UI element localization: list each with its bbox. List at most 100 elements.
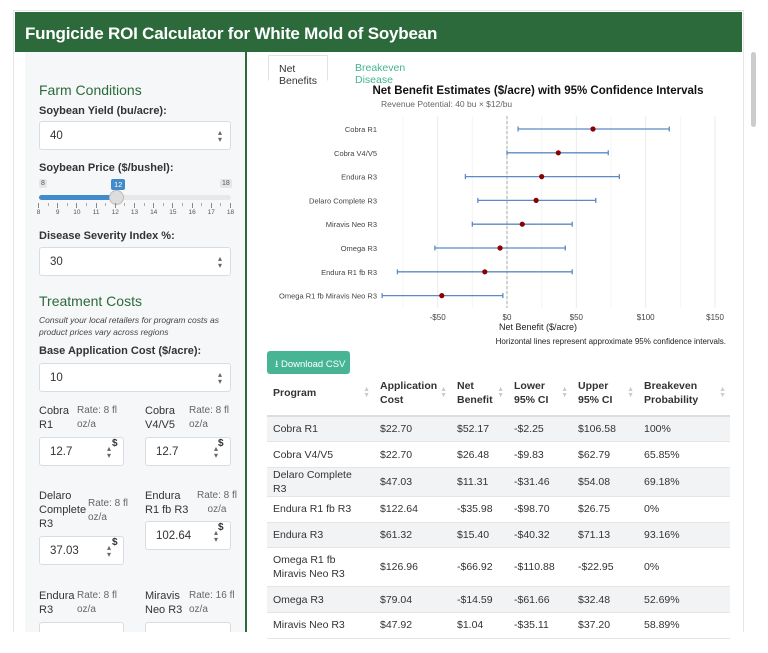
slider-fill — [39, 195, 116, 200]
table-cell: 69.18% — [638, 467, 730, 497]
table-cell: Omega R1 fb Miravis Neo R3 — [267, 547, 374, 588]
table-cell: Omega R3 — [267, 586, 374, 613]
table-cell: $26.48 — [451, 441, 508, 468]
severity-value: 30 — [50, 255, 63, 268]
dollar-sign: $ — [112, 537, 118, 548]
column-header[interactable]: Application Cost ▲ ▼ — [374, 370, 451, 417]
sort-icon[interactable]: ▲ ▼ — [719, 386, 726, 399]
spinner-icon[interactable]: ▴ ▾ — [106, 443, 111, 460]
table-cell: 100% — [638, 416, 730, 443]
column-header-label: Net Benefit — [457, 379, 493, 406]
table-cell: $122.64 — [374, 496, 451, 523]
sidebar: Farm Conditions Soybean Yield (bu/acre):… — [25, 52, 245, 632]
slider-minor-tick — [162, 203, 164, 206]
table-cell: -$98.70 — [508, 496, 572, 523]
column-header[interactable]: Lower 95% CI ▲ ▼ — [508, 370, 572, 417]
cost-input-miravis-neo-r3[interactable] — [145, 622, 231, 632]
table-cell: $106.58 — [572, 416, 638, 443]
cost-input-cobra-r1[interactable]: 12.7 ▴ ▾ — [39, 437, 124, 466]
dollar-sign: $ — [218, 438, 224, 449]
severity-input[interactable]: 30 ▴ ▾ — [39, 247, 231, 276]
cost-input-delaro-complete-r3[interactable]: 37.03 ▴ ▾ — [39, 536, 124, 565]
table-cell: -$2.25 — [508, 416, 572, 443]
y-tick-label: Omega R1 fb Miravis Neo R3 — [279, 292, 377, 301]
table-cell: 58.89% — [638, 612, 730, 639]
spinner-icon[interactable]: ▴ ▾ — [213, 443, 218, 460]
estimate-point — [539, 174, 545, 180]
spinner-icon[interactable]: ▴ ▾ — [217, 253, 222, 270]
sort-icon[interactable]: ▲ ▼ — [497, 386, 504, 399]
table-row[interactable]: Miravis Neo R3 $47.92 $1.04 -$35.11 $37.20 58… — [267, 612, 730, 639]
tab-net-benefits[interactable]: Net Benefits — [268, 55, 328, 87]
column-header[interactable]: Upper 95% CI ▲ ▼ — [572, 370, 638, 417]
base-cost-value: 10 — [50, 371, 63, 384]
base-cost-input[interactable]: 10 ▴ ▾ — [39, 363, 231, 392]
sort-icon[interactable]: ▲ ▼ — [440, 386, 447, 399]
program-label-endura-r1-fb-r3: Endura R1 fb R3 — [145, 490, 189, 516]
yield-input[interactable]: 40 ▴ ▾ — [39, 121, 231, 150]
cost-value: 12.7 — [156, 445, 179, 458]
table-row[interactable]: Endura R1 fb R3 $122.64 -$35.98 -$98.70 $26.… — [267, 496, 730, 523]
table-cell: $79.04 — [374, 586, 451, 613]
column-header[interactable]: Net Benefit ▲ ▼ — [451, 370, 508, 417]
chart-caption: Horizontal lines represent approximate 9… — [496, 337, 726, 346]
slider-tick-label: 13 — [130, 209, 139, 216]
table-cell: -$22.95 — [572, 547, 638, 588]
spinner-icon[interactable]: ▴ ▾ — [213, 527, 218, 544]
table-row[interactable]: Omega R1 fb Miravis Neo R3 $126.96 -$66.92… — [267, 547, 730, 588]
farm-conditions-heading: Farm Conditions — [39, 82, 142, 98]
table-row[interactable]: Cobra V4/V5 $22.70 $26.48 -$9.83 $62.79 65.85… — [267, 441, 730, 468]
cost-input-endura-r3[interactable] — [39, 622, 124, 632]
slider-tick — [230, 203, 231, 208]
program-label-delaro-complete-r3: Delaro Complete R3 — [39, 490, 87, 530]
sort-icon[interactable]: ▲ ▼ — [363, 386, 370, 399]
scrollbar[interactable] — [751, 52, 757, 422]
column-header-label: Lower 95% CI — [514, 379, 549, 406]
table-row[interactable]: Delaro Complete R3 $47.03 $11.31 -$31.46 $54… — [267, 467, 730, 497]
program-rate: Rate: 16 fl oz/a — [189, 590, 235, 615]
estimate-point — [519, 221, 525, 227]
slider-tick-label: 12 — [111, 209, 119, 216]
table-cell: -$40.32 — [508, 522, 572, 549]
column-header[interactable]: Breakeven Probability ▲ ▼ — [638, 370, 730, 417]
price-label: Soybean Price ($/bushel): — [39, 162, 174, 174]
treatment-costs-heading: Treatment Costs — [39, 293, 142, 309]
cost-input-endura-r1-fb-r3[interactable]: 102.64 ▴ ▾ — [145, 521, 231, 550]
table-cell: $47.92 — [374, 612, 451, 639]
table-cell: -$31.46 — [508, 467, 572, 497]
cost-value: 12.7 — [50, 445, 73, 458]
table-row[interactable]: Endura R3 $61.32 $15.40 -$40.32 $71.13 93.16% — [267, 522, 730, 549]
slider-tick — [172, 203, 174, 208]
table-cell: -$9.83 — [508, 441, 572, 468]
slider-value-label: 12 — [111, 179, 126, 190]
scrollbar-thumb[interactable] — [751, 52, 756, 127]
slider-handle[interactable] — [108, 190, 124, 205]
x-tick-label: $0 — [503, 313, 512, 322]
estimate-point — [555, 150, 561, 156]
table-cell: $47.03 — [374, 467, 451, 497]
column-header[interactable]: Program ▲ ▼ — [267, 370, 374, 417]
table-row[interactable]: Omega R3 $79.04 -$14.59 -$61.66 $32.48 52.69% — [267, 586, 730, 613]
sort-icon[interactable]: ▲ ▼ — [627, 386, 634, 399]
spinner-icon[interactable]: ▴ ▾ — [106, 542, 111, 559]
slider-minor-tick — [143, 203, 145, 206]
table-cell: $61.32 — [374, 522, 451, 549]
estimate-point — [439, 293, 445, 299]
slider-tick — [210, 203, 212, 208]
spinner-icon[interactable]: ▴ ▾ — [217, 127, 222, 144]
cost-input-cobra-v4v5[interactable]: 12.7 ▴ ▾ — [145, 437, 231, 466]
table-row[interactable]: Cobra R1 $22.70 $52.17 -$2.25 $106.58 100% — [267, 416, 730, 443]
program-label-miravis-neo-r3: Miravis Neo R3 — [145, 590, 183, 616]
column-header-label: Application Cost — [380, 379, 438, 406]
x-tick-label: $100 — [637, 313, 655, 322]
sort-icon[interactable]: ▲ ▼ — [561, 386, 568, 399]
slider-tick — [38, 203, 39, 208]
table-cell: $11.31 — [451, 467, 508, 497]
table-cell: -$14.59 — [451, 586, 508, 613]
spinner-icon[interactable]: ▴ ▾ — [217, 369, 222, 386]
download-csv-button[interactable]: ⭳ Download CSV — [267, 351, 350, 374]
download-label: Download CSV — [280, 359, 346, 370]
table-cell: $15.40 — [451, 522, 508, 549]
slider-tick — [134, 203, 135, 208]
tab-breakeven-disease[interactable]: Breakeven Disease — [355, 62, 406, 86]
